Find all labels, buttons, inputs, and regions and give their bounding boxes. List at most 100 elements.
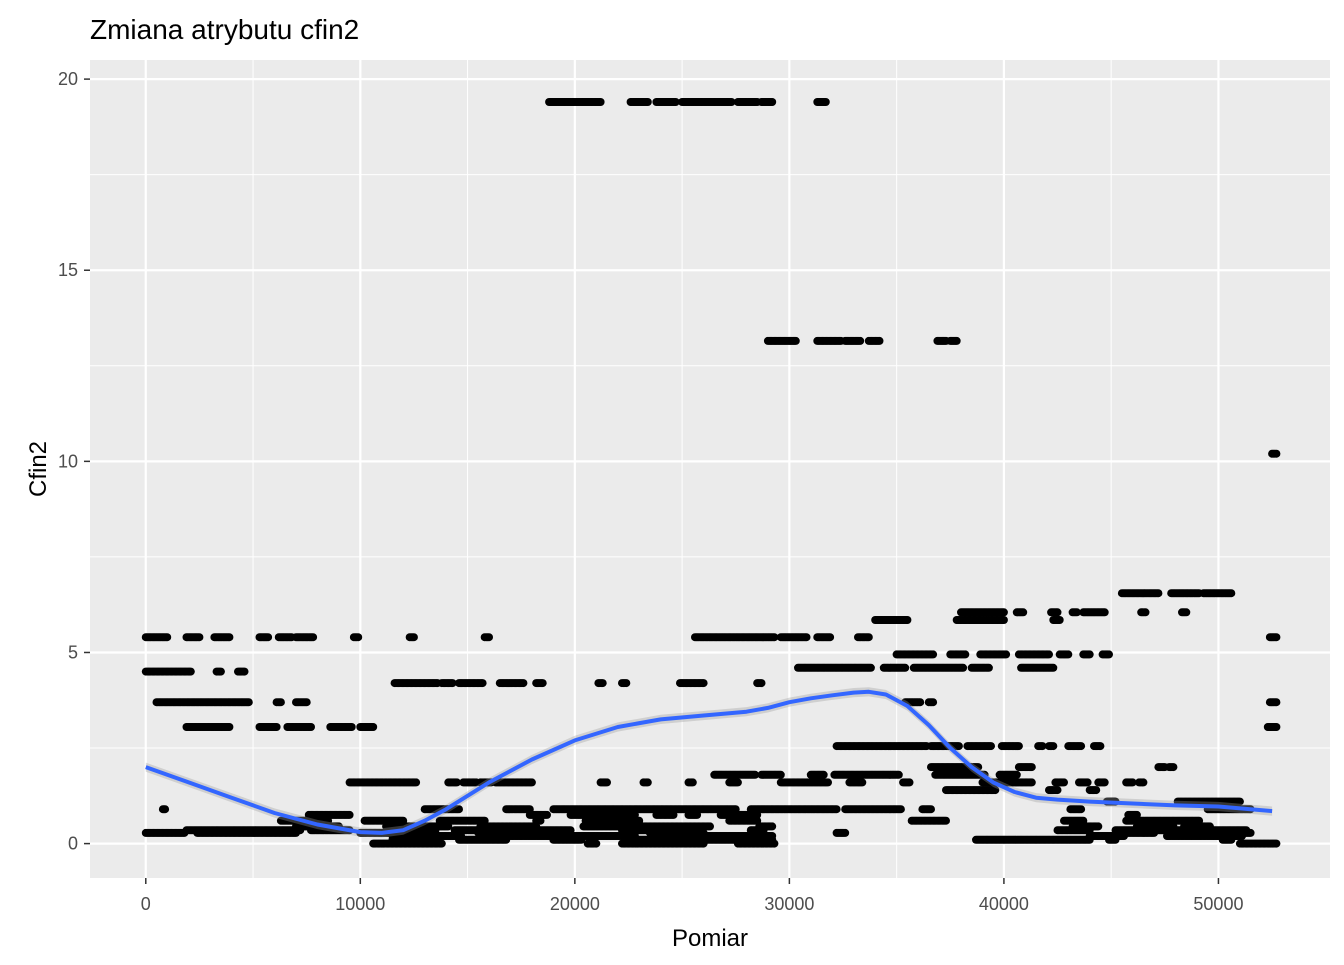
data-point bbox=[1049, 663, 1058, 672]
data-point bbox=[1111, 835, 1120, 844]
data-point bbox=[302, 698, 311, 707]
data-point bbox=[961, 650, 970, 659]
data-point bbox=[864, 633, 873, 642]
data-point bbox=[264, 633, 273, 642]
data-point bbox=[770, 839, 779, 848]
y-tick-label: 5 bbox=[68, 642, 78, 662]
data-point bbox=[1272, 698, 1281, 707]
data-point bbox=[671, 98, 680, 106]
data-point bbox=[916, 698, 925, 707]
grid-lines bbox=[90, 60, 1330, 878]
data-point bbox=[999, 608, 1008, 617]
data-point bbox=[216, 667, 225, 676]
data-point bbox=[354, 633, 363, 642]
data-point bbox=[180, 828, 189, 837]
data-point bbox=[927, 805, 935, 814]
data-point bbox=[1077, 805, 1086, 814]
data-point bbox=[770, 633, 779, 642]
y-tick-label: 10 bbox=[58, 451, 78, 471]
data-point bbox=[163, 633, 172, 642]
data-point bbox=[1064, 650, 1073, 659]
data-point bbox=[1272, 449, 1281, 458]
data-point bbox=[699, 839, 708, 848]
data-point bbox=[894, 770, 903, 779]
data-point bbox=[1238, 832, 1246, 840]
data-point bbox=[478, 679, 487, 688]
data-point bbox=[959, 663, 968, 672]
data-point bbox=[1092, 786, 1101, 795]
data-point bbox=[161, 805, 170, 814]
data-point bbox=[603, 778, 611, 787]
data-point bbox=[272, 723, 281, 731]
data-point bbox=[693, 810, 702, 819]
data-point bbox=[1100, 608, 1109, 617]
data-point bbox=[244, 698, 253, 707]
data-point bbox=[768, 822, 777, 831]
data-point bbox=[369, 723, 378, 731]
data-point bbox=[826, 633, 835, 642]
x-tick-label: 0 bbox=[141, 894, 151, 914]
data-point bbox=[896, 805, 905, 814]
data-point bbox=[832, 805, 841, 814]
data-point bbox=[1227, 835, 1236, 844]
data-point bbox=[409, 633, 418, 642]
data-point bbox=[727, 98, 736, 106]
data-point bbox=[757, 679, 766, 688]
data-point bbox=[1141, 608, 1150, 617]
data-point bbox=[592, 839, 601, 848]
data-point bbox=[1085, 650, 1094, 659]
data-point bbox=[1027, 778, 1036, 787]
data-point bbox=[485, 633, 493, 642]
data-point bbox=[1077, 742, 1086, 751]
data-point bbox=[1053, 786, 1062, 795]
data-point bbox=[240, 667, 249, 676]
data-point bbox=[1072, 608, 1081, 617]
data-point bbox=[1100, 778, 1109, 787]
data-point bbox=[1120, 832, 1128, 840]
data-point bbox=[1012, 770, 1021, 779]
data-point bbox=[292, 828, 300, 837]
data-point bbox=[875, 336, 884, 345]
data-point bbox=[1272, 723, 1281, 731]
data-point bbox=[858, 778, 867, 787]
data-point bbox=[901, 663, 910, 672]
data-point bbox=[1053, 608, 1062, 617]
data-point bbox=[1085, 835, 1094, 844]
data-point bbox=[706, 822, 714, 831]
data-point bbox=[1105, 650, 1113, 659]
data-point bbox=[1014, 742, 1023, 751]
data-point bbox=[903, 616, 912, 624]
data-point bbox=[905, 778, 914, 787]
data-point bbox=[821, 98, 830, 106]
data-point bbox=[437, 839, 446, 848]
data-point bbox=[802, 633, 811, 642]
data-point bbox=[622, 679, 631, 688]
data-point bbox=[856, 336, 865, 345]
x-tick-label: 50000 bbox=[1193, 894, 1243, 914]
data-point bbox=[824, 778, 832, 787]
data-point bbox=[1272, 839, 1281, 848]
data-point bbox=[733, 778, 742, 787]
data-point bbox=[1027, 763, 1036, 772]
data-point bbox=[643, 778, 652, 787]
data-point bbox=[942, 816, 950, 825]
data-point bbox=[519, 679, 528, 688]
data-point bbox=[1045, 650, 1053, 659]
data-point bbox=[866, 663, 875, 672]
data-point bbox=[954, 742, 963, 751]
data-point bbox=[929, 650, 938, 659]
data-point bbox=[309, 633, 318, 642]
x-tick-label: 10000 bbox=[335, 894, 385, 914]
data-point bbox=[984, 663, 993, 672]
data-point bbox=[987, 742, 995, 751]
data-point bbox=[598, 679, 607, 688]
data-point bbox=[1002, 650, 1011, 659]
data-points bbox=[141, 98, 1281, 848]
y-tick-label: 15 bbox=[58, 260, 78, 280]
data-point bbox=[791, 336, 800, 345]
data-point bbox=[1083, 778, 1092, 787]
data-point bbox=[819, 770, 828, 779]
data-point bbox=[776, 770, 785, 779]
y-tick-label: 20 bbox=[58, 69, 78, 89]
